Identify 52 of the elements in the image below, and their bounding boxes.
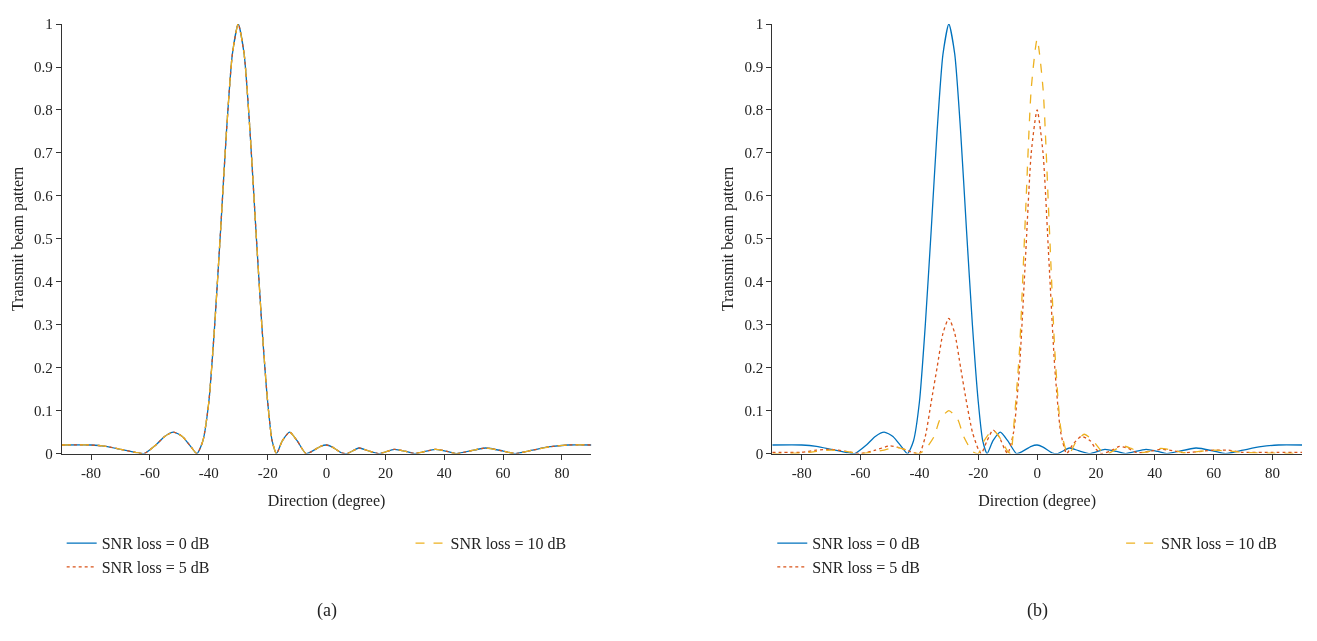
y-tick-label: 0	[45, 445, 53, 462]
y-tick-label: 0.6	[744, 188, 764, 205]
x-tick-label: 60	[1206, 464, 1222, 481]
legend-label: SNR loss = 5 dB	[812, 559, 920, 577]
y-tick-label: 0.8	[744, 102, 764, 119]
y-tick-label: 0.3	[33, 316, 53, 333]
x-tick-label: -20	[257, 464, 278, 481]
x-tick-label: -60	[139, 464, 160, 481]
x-tick-label: 20	[377, 464, 393, 481]
y-tick-label: 0.1	[33, 402, 53, 419]
y-tick-label: 0.2	[33, 359, 53, 376]
legend-label: SNR loss = 10 dB	[450, 535, 567, 553]
y-tick-label: 0.4	[744, 274, 764, 291]
y-tick-label: 0.6	[33, 188, 54, 205]
y-tick-label: 0.3	[744, 316, 764, 333]
x-tick-label: 0	[1033, 464, 1041, 481]
x-tick-label: 40	[1147, 464, 1163, 481]
x-tick-label: 20	[1088, 464, 1104, 481]
y-tick-label: 0.4	[33, 274, 54, 291]
y-axis-title: Transmit beam pattern	[719, 166, 738, 311]
y-tick-label: 0.8	[33, 102, 53, 119]
x-axis-title: Direction (degree)	[978, 492, 1096, 511]
legend-label: SNR loss = 10 dB	[1161, 535, 1277, 553]
x-tick-label: -80	[791, 464, 812, 481]
legend-label: SNR loss = 0 dB	[812, 535, 920, 553]
legend-label: SNR loss = 5 dB	[101, 559, 210, 577]
y-tick-label: 1	[45, 16, 53, 33]
y-tick-label: 0	[755, 445, 764, 462]
y-tick-label: 0.9	[744, 59, 764, 76]
y-tick-label: 0.7	[744, 145, 764, 162]
y-tick-label: 0.5	[33, 231, 53, 248]
y-tick-label: 0.7	[33, 145, 54, 162]
x-axis-title: Direction (degree)	[267, 492, 386, 511]
y-tick-label: 0.5	[744, 231, 764, 248]
x-tick-label: -40	[198, 464, 219, 481]
y-tick-label: 0.2	[744, 359, 764, 376]
y-axis-title: Transmit beam pattern	[8, 166, 27, 311]
x-tick-label: 80	[554, 464, 570, 481]
x-tick-label: 40	[436, 464, 452, 481]
x-tick-label: 60	[495, 464, 511, 481]
y-tick-label: 1	[755, 16, 764, 33]
x-tick-label: -60	[850, 464, 871, 481]
x-tick-label: -20	[968, 464, 989, 481]
x-tick-label: 80	[1265, 464, 1281, 481]
x-tick-label: -40	[909, 464, 930, 481]
x-tick-label: -80	[81, 464, 102, 481]
y-tick-label: 0.9	[33, 59, 53, 76]
x-tick-label: 0	[322, 464, 331, 481]
text: (b)	[1027, 600, 1048, 621]
y-tick-label: 0.1	[744, 402, 764, 419]
legend-label: SNR loss = 0 dB	[101, 535, 210, 553]
text: (a)	[317, 600, 337, 621]
